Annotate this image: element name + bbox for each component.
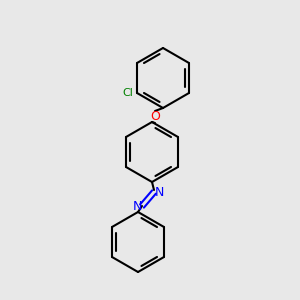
Text: O: O [150,110,160,124]
Text: N: N [154,185,164,199]
Text: Cl: Cl [122,88,133,98]
Text: N: N [132,200,142,212]
